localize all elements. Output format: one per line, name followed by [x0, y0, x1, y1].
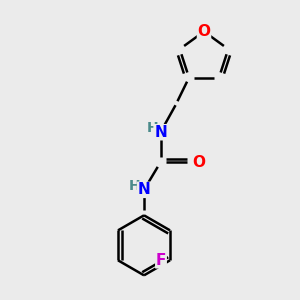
Text: F: F	[156, 253, 166, 268]
Text: H: H	[129, 178, 141, 193]
Text: O: O	[197, 24, 211, 39]
Text: O: O	[192, 155, 205, 170]
Text: N: N	[154, 125, 167, 140]
Text: H: H	[146, 121, 158, 135]
Text: N: N	[138, 182, 150, 197]
